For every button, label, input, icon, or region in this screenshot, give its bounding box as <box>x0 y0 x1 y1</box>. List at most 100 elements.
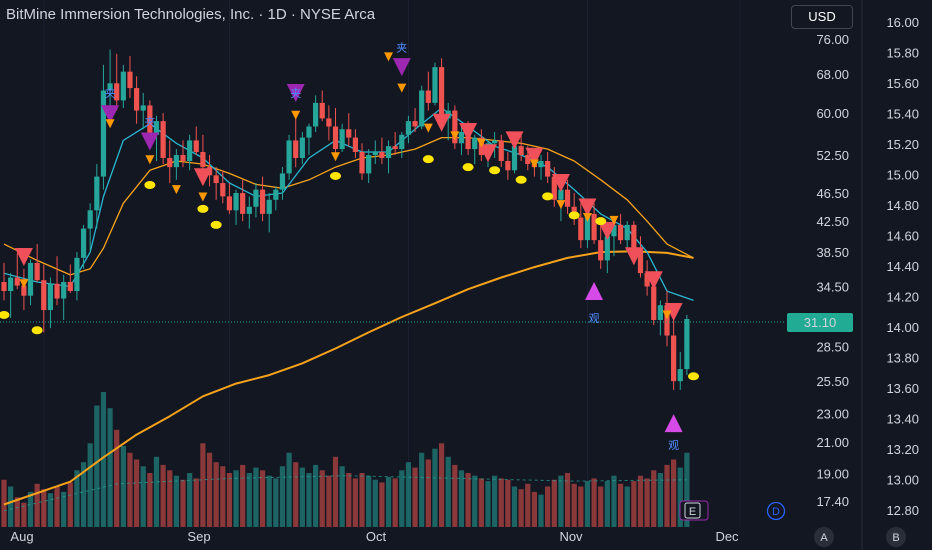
purple-signal-triangle <box>392 58 411 77</box>
orange-signal-triangle <box>529 159 539 169</box>
volume-bar <box>339 466 345 527</box>
candle-body <box>598 240 604 261</box>
currency-button[interactable]: USD <box>791 5 853 29</box>
scale-button-a-bg[interactable] <box>814 527 834 547</box>
candle-body <box>279 173 286 190</box>
volume-bar <box>233 470 239 527</box>
volume-bar <box>366 475 372 527</box>
purple-signal-triangle <box>140 132 159 151</box>
candle-body <box>273 189 279 200</box>
left-axis-label: 52.50 <box>816 148 849 163</box>
candle-body <box>34 262 40 281</box>
right-axis-label: 15.20 <box>886 137 919 152</box>
scale-button-b[interactable]: B <box>886 527 906 547</box>
volume-bar <box>379 482 385 527</box>
volume-bar <box>419 452 425 527</box>
time-axis-labels[interactable]: Aug Sep Oct Nov Dec <box>10 529 739 544</box>
left-axis-label: 68.00 <box>816 67 849 82</box>
magenta-buy-triangle <box>664 414 683 433</box>
scale-button-b-bg[interactable] <box>886 527 906 547</box>
dividend-event-circle[interactable] <box>766 501 786 521</box>
yellow-dot <box>422 155 434 164</box>
grid <box>43 0 741 527</box>
candle-body <box>120 71 126 101</box>
left-axis-label: 60.00 <box>816 106 849 121</box>
candle-body <box>167 157 173 168</box>
volume-bar <box>677 467 683 527</box>
candle-body <box>193 140 199 153</box>
volume-bar <box>120 446 126 527</box>
candle-body <box>651 286 657 320</box>
candle-body <box>220 183 226 197</box>
signal-text-label: 观 <box>668 439 679 452</box>
volume-bar <box>54 486 60 527</box>
volume-bar <box>8 486 14 527</box>
candle-body <box>313 102 319 127</box>
candle-body <box>405 121 412 135</box>
yellow-dot <box>197 204 209 213</box>
signal-text-label: 夹 <box>144 116 155 129</box>
candle-body <box>452 110 458 144</box>
candle-body <box>671 335 677 382</box>
volume-bar <box>405 462 412 527</box>
candle-body <box>286 140 292 174</box>
dividend-event-label: D <box>772 506 780 518</box>
volume-bar <box>531 491 537 527</box>
volume-bar <box>425 459 431 527</box>
yellow-dot <box>144 181 156 190</box>
candle-body <box>617 224 624 241</box>
yellow-dot <box>515 175 527 184</box>
time-axis-label: Sep <box>187 529 210 544</box>
right-axis-label: 13.80 <box>886 351 919 366</box>
candle-body <box>372 152 378 155</box>
candle-body <box>578 217 584 241</box>
orange-signal-triangle <box>476 138 486 148</box>
volume-bar <box>240 464 246 527</box>
red-sell-triangle <box>551 174 570 193</box>
candle-body <box>631 224 637 249</box>
orange-signal-triangle <box>556 200 566 210</box>
candles <box>1 49 690 390</box>
earnings-event-box[interactable] <box>679 500 709 521</box>
volume-bar <box>140 466 146 527</box>
last-price-badge-text: 31.10 <box>804 315 837 330</box>
volume-bar <box>598 486 604 527</box>
volume-bar <box>273 478 279 527</box>
chart-title: BitMine Immersion Technologies, Inc. · 1… <box>6 6 376 23</box>
volume-bar <box>637 475 644 527</box>
volume-bar <box>100 392 107 527</box>
volume-bar <box>346 473 352 527</box>
volume-average-line <box>3 475 687 512</box>
candle-body <box>591 213 597 241</box>
orange-signal-triangle <box>105 119 115 129</box>
red-sell-triangle <box>432 113 451 132</box>
dividend-event-marker[interactable]: D <box>766 501 786 521</box>
candle-body <box>246 206 252 214</box>
candle-body <box>160 121 166 158</box>
candle-body <box>94 176 100 211</box>
volume-bar <box>180 479 186 527</box>
moving-averages <box>3 107 694 506</box>
candle-body <box>299 137 305 158</box>
earnings-event-marker[interactable]: E <box>679 500 709 521</box>
volume-bar <box>372 479 378 527</box>
red-sell-triangle <box>14 248 33 267</box>
scale-button-a[interactable]: A <box>814 527 834 547</box>
right-axis-labels[interactable]: 16.00 15.80 15.60 15.40 15.20 15.00 14.80 14.60… <box>886 15 919 518</box>
candle-body <box>114 83 120 101</box>
candle-body <box>61 281 67 299</box>
volume-bar <box>160 464 166 527</box>
left-axis-label: 21.00 <box>816 435 849 450</box>
purple-signal-triangle <box>286 83 305 102</box>
red-sell-triangle <box>478 144 497 163</box>
volume-bar <box>631 481 637 527</box>
yellow-dot <box>595 217 607 226</box>
volume-bar <box>41 489 47 527</box>
time-axis-label: Oct <box>366 529 387 544</box>
candle-body <box>259 189 266 214</box>
orange-signal-triangle <box>582 213 592 223</box>
candle-body <box>21 285 27 296</box>
candle-body <box>379 152 385 158</box>
